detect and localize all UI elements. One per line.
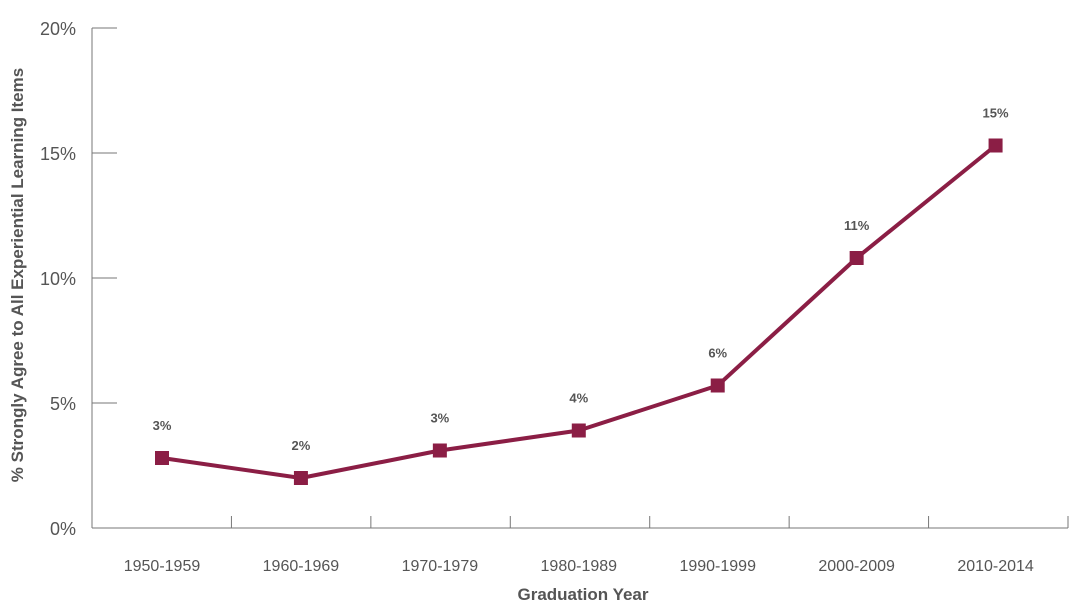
y-tick-label: 0% (50, 519, 76, 539)
y-axis-title: % Strongly Agree to All Experiential Lea… (8, 68, 27, 482)
data-point-marker (710, 378, 725, 393)
data-point-marker (988, 138, 1003, 153)
data-point-marker (432, 443, 447, 458)
data-label: 11% (844, 218, 870, 233)
data-point-marker (849, 251, 864, 265)
data-point-marker (571, 423, 586, 438)
y-tick-label: 20% (40, 19, 76, 39)
x-tick-label: 1990-1999 (679, 558, 756, 575)
x-tick-label: 1960-1969 (263, 558, 340, 575)
x-tick-label: 1980-1989 (541, 558, 618, 575)
x-tick-label: 2010-2014 (957, 558, 1034, 575)
data-label-layer: 3% 2% 3% 4% 6% 11% 15% (153, 106, 1009, 454)
x-tick-label: 2000-2009 (818, 558, 895, 575)
x-axis: 1950-1959 1960-1969 1970-1979 1980-1989 1990… (91, 516, 1069, 575)
y-tick-label: 5% (50, 394, 76, 414)
data-point-marker (293, 471, 308, 485)
data-label: 6% (708, 346, 727, 361)
data-label: 15% (983, 106, 1009, 121)
data-label: 2% (292, 438, 311, 453)
data-point-marker (155, 451, 169, 465)
series-layer (155, 138, 1003, 485)
x-axis-title: Graduation Year (517, 585, 648, 604)
data-label: 3% (153, 418, 172, 433)
y-tick-label: 10% (40, 269, 76, 289)
y-axis: 0% 5% 10% 15% 20% (40, 19, 117, 539)
data-label: 3% (430, 411, 449, 426)
y-tick-label: 15% (40, 144, 76, 164)
x-tick-label: 1950-1959 (124, 558, 201, 575)
x-tick-label: 1970-1979 (402, 558, 479, 575)
data-label: 4% (569, 391, 588, 406)
